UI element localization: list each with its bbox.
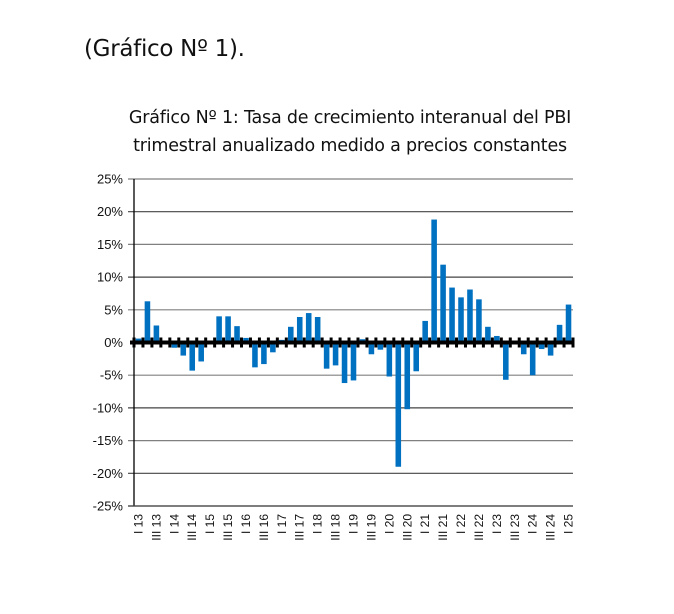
bar — [386, 342, 393, 377]
bar — [556, 324, 563, 343]
bar — [180, 342, 187, 356]
bar — [520, 342, 527, 355]
bar — [529, 342, 536, 376]
x-tick-label: III 23 — [508, 514, 522, 541]
intro-text: (Gráfico Nº 1). — [84, 36, 245, 62]
x-tick-label: III 15 — [221, 514, 235, 541]
chart-title-line-1: Gráfico Nº 1: Tasa de crecimiento intera… — [128, 108, 572, 128]
bar — [485, 326, 491, 343]
x-tick-label: I 17 — [275, 514, 289, 534]
bar — [305, 313, 312, 343]
x-tick-label: I 16 — [239, 514, 253, 534]
y-axis-tick-labels: 25% 20% 15% 10% 5% 0% -5% -10% -15% -20% -25% — [93, 172, 124, 514]
x-tick-label: III 13 — [149, 514, 163, 541]
x-tick-label: III 22 — [472, 514, 486, 541]
x-tick-label: I 25 — [562, 514, 576, 534]
bar — [323, 342, 330, 369]
bar — [332, 342, 339, 366]
x-tick-label: III 21 — [436, 514, 450, 541]
bars — [135, 219, 572, 467]
bar — [422, 320, 428, 343]
chart-title-line-2: trimestral anualizado medido a precios c… — [133, 136, 567, 156]
x-tick-label: III 24 — [544, 514, 558, 541]
y-tick-label: -15% — [93, 433, 124, 448]
bar — [538, 342, 545, 350]
y-tick-label: 15% — [97, 237, 123, 252]
chart-title: Gráfico Nº 1: Tasa de crecimiento intera… — [80, 104, 620, 160]
bar — [547, 342, 554, 356]
bar — [144, 301, 151, 343]
bar — [413, 342, 419, 372]
bar — [565, 304, 572, 343]
x-tick-label: III 20 — [400, 514, 414, 541]
bar — [198, 342, 204, 362]
bar — [341, 342, 348, 384]
y-tick-label: -25% — [93, 499, 124, 514]
x-tick-label: I 23 — [490, 514, 504, 534]
bar — [377, 342, 384, 350]
bar — [476, 299, 482, 343]
bar — [314, 316, 321, 343]
x-tick-label: I 13 — [131, 514, 145, 534]
gridlines — [128, 178, 573, 507]
y-tick-label: -5% — [100, 368, 124, 383]
y-tick-label: -20% — [93, 466, 124, 481]
y-tick-label: -10% — [93, 400, 124, 415]
bar — [395, 342, 402, 467]
x-tick-label: I 20 — [382, 514, 396, 534]
bar — [270, 342, 276, 353]
y-axis — [128, 179, 573, 507]
x-tick-label: III 14 — [185, 514, 199, 541]
bar — [243, 337, 249, 343]
bar — [458, 297, 464, 343]
x-tick-label: I 18 — [311, 514, 325, 534]
bar — [225, 316, 231, 343]
x-tick-label: I 19 — [347, 514, 361, 534]
zero-line — [130, 337, 575, 348]
bar — [216, 316, 222, 343]
x-tick-label: I 22 — [454, 514, 468, 534]
bar — [467, 289, 473, 343]
bar — [494, 335, 500, 343]
x-tick-label: III 17 — [293, 514, 307, 541]
bar — [189, 342, 196, 371]
bar — [288, 326, 294, 343]
bar — [153, 325, 160, 343]
bar — [234, 326, 240, 343]
bar — [368, 342, 375, 355]
bar — [440, 264, 446, 343]
bar — [350, 342, 357, 381]
x-axis-tick-labels: I 13 III 13 I 14 III 14 I 15 III 15 I 16 III 16… — [131, 514, 575, 541]
x-tick-label: III 16 — [257, 514, 271, 541]
bar — [296, 316, 303, 343]
y-tick-label: 20% — [97, 204, 123, 219]
x-tick-label: III 19 — [364, 514, 378, 541]
y-tick-label: 25% — [97, 172, 123, 187]
y-tick-label: 10% — [97, 270, 123, 285]
x-tick-label: I 24 — [526, 514, 540, 534]
bar — [431, 219, 437, 343]
y-tick-label: 5% — [104, 302, 123, 317]
x-tick-label: I 15 — [203, 514, 217, 534]
bar — [449, 287, 455, 343]
x-tick-label: I 21 — [418, 514, 432, 534]
x-tick-label: I 14 — [167, 514, 181, 534]
bar — [404, 342, 411, 410]
bar — [252, 342, 258, 368]
y-tick-label: 0% — [104, 335, 123, 350]
bar — [261, 342, 267, 365]
bar — [171, 342, 178, 348]
x-tick-label: III 18 — [329, 514, 343, 541]
bar — [503, 342, 509, 380]
